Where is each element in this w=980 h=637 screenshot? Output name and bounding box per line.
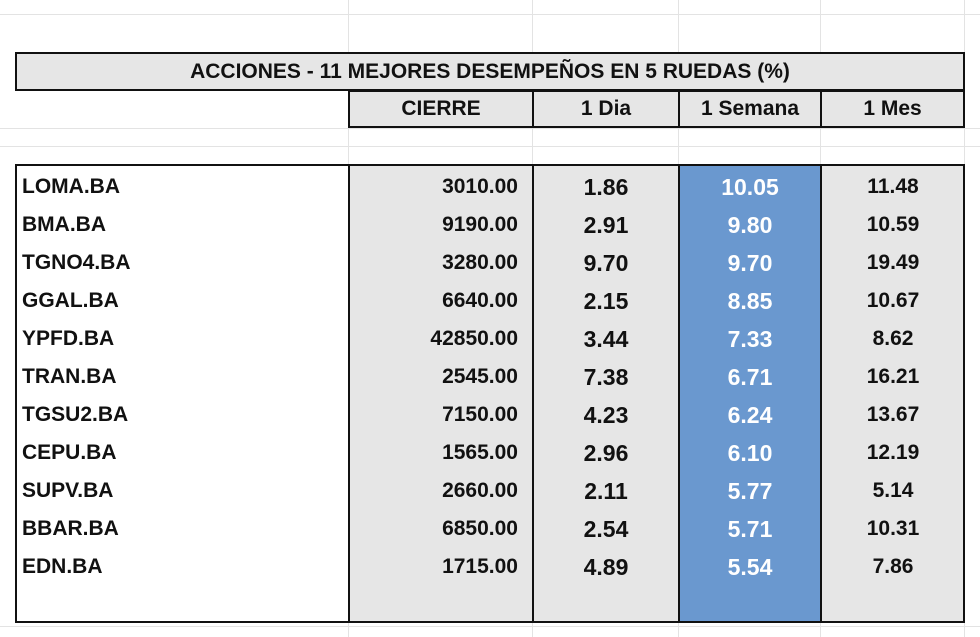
column-divider <box>348 166 350 621</box>
semana-cell: 9.70 <box>727 249 773 276</box>
mes-cell: 10.67 <box>866 289 920 312</box>
mes-column-fill <box>822 166 963 621</box>
ticker-cell: SUPV.BA <box>22 479 114 502</box>
gridline <box>0 128 980 129</box>
dia-cell: 7.38 <box>583 363 629 390</box>
gridline <box>0 146 980 147</box>
mes-cell: 8.62 <box>872 327 914 350</box>
column-header-1-semana: 1 Semana <box>678 90 822 128</box>
semana-cell: 8.85 <box>727 287 773 314</box>
cierre-cell: 3280.00 <box>442 251 518 274</box>
dia-cell: 2.96 <box>583 439 629 466</box>
ticker-cell: BBAR.BA <box>22 517 119 540</box>
column-divider <box>532 166 534 621</box>
semana-cell: 9.80 <box>727 211 773 238</box>
cierre-cell: 2660.00 <box>442 479 518 502</box>
cierre-cell: 1565.00 <box>442 441 518 464</box>
table-row: CEPU.BA 1565.00 2.96 6.10 12.19 <box>0 434 980 472</box>
semana-cell: 6.24 <box>727 401 773 428</box>
cierre-cell: 6850.00 <box>442 517 518 540</box>
column-header-1-dia: 1 Dia <box>532 90 680 128</box>
mes-cell: 11.48 <box>867 175 919 198</box>
semana-cell: 5.54 <box>727 553 773 580</box>
ticker-cell: TGNO4.BA <box>22 251 131 274</box>
table-row: TRAN.BA 2545.00 7.38 6.71 16.21 <box>0 358 980 396</box>
semana-cell: 6.71 <box>727 363 773 390</box>
data-table-body <box>15 164 965 623</box>
mes-cell: 16.21 <box>866 365 920 388</box>
mes-cell: 19.49 <box>866 251 920 274</box>
ticker-cell: TRAN.BA <box>22 365 117 388</box>
semana-cell: 6.10 <box>727 439 773 466</box>
table-row: BBAR.BA 6850.00 2.54 5.71 10.31 <box>0 510 980 548</box>
table-row: SUPV.BA 2660.00 2.11 5.77 5.14 <box>0 472 980 510</box>
column-divider <box>678 166 680 621</box>
dia-column-fill <box>534 166 678 621</box>
semana-cell: 10.05 <box>721 173 779 200</box>
table-title: ACCIONES - 11 MEJORES DESEMPEÑOS EN 5 RU… <box>15 52 965 91</box>
column-header-1-mes: 1 Mes <box>820 90 965 128</box>
table-row: TGNO4.BA 3280.00 9.70 9.70 19.49 <box>0 244 980 282</box>
dia-cell: 4.89 <box>583 553 629 580</box>
semana-cell: 5.71 <box>727 515 773 542</box>
cierre-column-fill <box>350 166 532 621</box>
table-row: YPFD.BA 42850.00 3.44 7.33 8.62 <box>0 320 980 358</box>
gridline <box>0 626 980 627</box>
cierre-cell: 9190.00 <box>442 213 518 236</box>
dia-cell: 2.54 <box>583 515 629 542</box>
dia-cell: 4.23 <box>583 401 629 428</box>
mes-cell: 7.86 <box>872 555 914 578</box>
table-row: TGSU2.BA 7150.00 4.23 6.24 13.67 <box>0 396 980 434</box>
table-row: BMA.BA 9190.00 2.91 9.80 10.59 <box>0 206 980 244</box>
ticker-cell: BMA.BA <box>22 213 106 236</box>
dia-cell: 2.15 <box>583 287 629 314</box>
dia-cell: 2.11 <box>584 477 628 504</box>
mes-cell: 10.31 <box>866 517 920 540</box>
ticker-cell: EDN.BA <box>22 555 103 578</box>
cierre-cell: 2545.00 <box>442 365 518 388</box>
mes-cell: 13.67 <box>866 403 920 426</box>
mes-cell: 5.14 <box>872 479 914 502</box>
column-header-cierre: CIERRE <box>348 90 534 128</box>
cierre-cell: 3010.00 <box>442 175 518 198</box>
dia-cell: 1.86 <box>583 173 629 200</box>
dia-cell: 3.44 <box>583 325 629 352</box>
cierre-cell: 42850.00 <box>430 327 518 350</box>
semana-column-highlight <box>680 166 820 621</box>
table-row: LOMA.BA 3010.00 1.86 10.05 11.48 <box>0 168 980 206</box>
ticker-cell: CEPU.BA <box>22 441 117 464</box>
column-divider <box>820 166 822 621</box>
dia-cell: 9.70 <box>583 249 629 276</box>
ticker-cell: YPFD.BA <box>22 327 115 350</box>
table-row: GGAL.BA 6640.00 2.15 8.85 10.67 <box>0 282 980 320</box>
cierre-cell: 6640.00 <box>442 289 518 312</box>
gridline <box>0 14 980 15</box>
mes-cell: 10.59 <box>866 213 920 236</box>
cierre-cell: 1715.00 <box>442 555 518 578</box>
mes-cell: 12.19 <box>866 441 920 464</box>
semana-cell: 5.77 <box>727 477 773 504</box>
ticker-cell: TGSU2.BA <box>22 403 129 426</box>
cierre-cell: 7150.00 <box>442 403 518 426</box>
dia-cell: 2.91 <box>583 211 629 238</box>
ticker-cell: LOMA.BA <box>22 175 120 198</box>
ticker-cell: GGAL.BA <box>22 289 119 312</box>
semana-cell: 7.33 <box>727 325 773 352</box>
table-row: EDN.BA 1715.00 4.89 5.54 7.86 <box>0 548 980 586</box>
